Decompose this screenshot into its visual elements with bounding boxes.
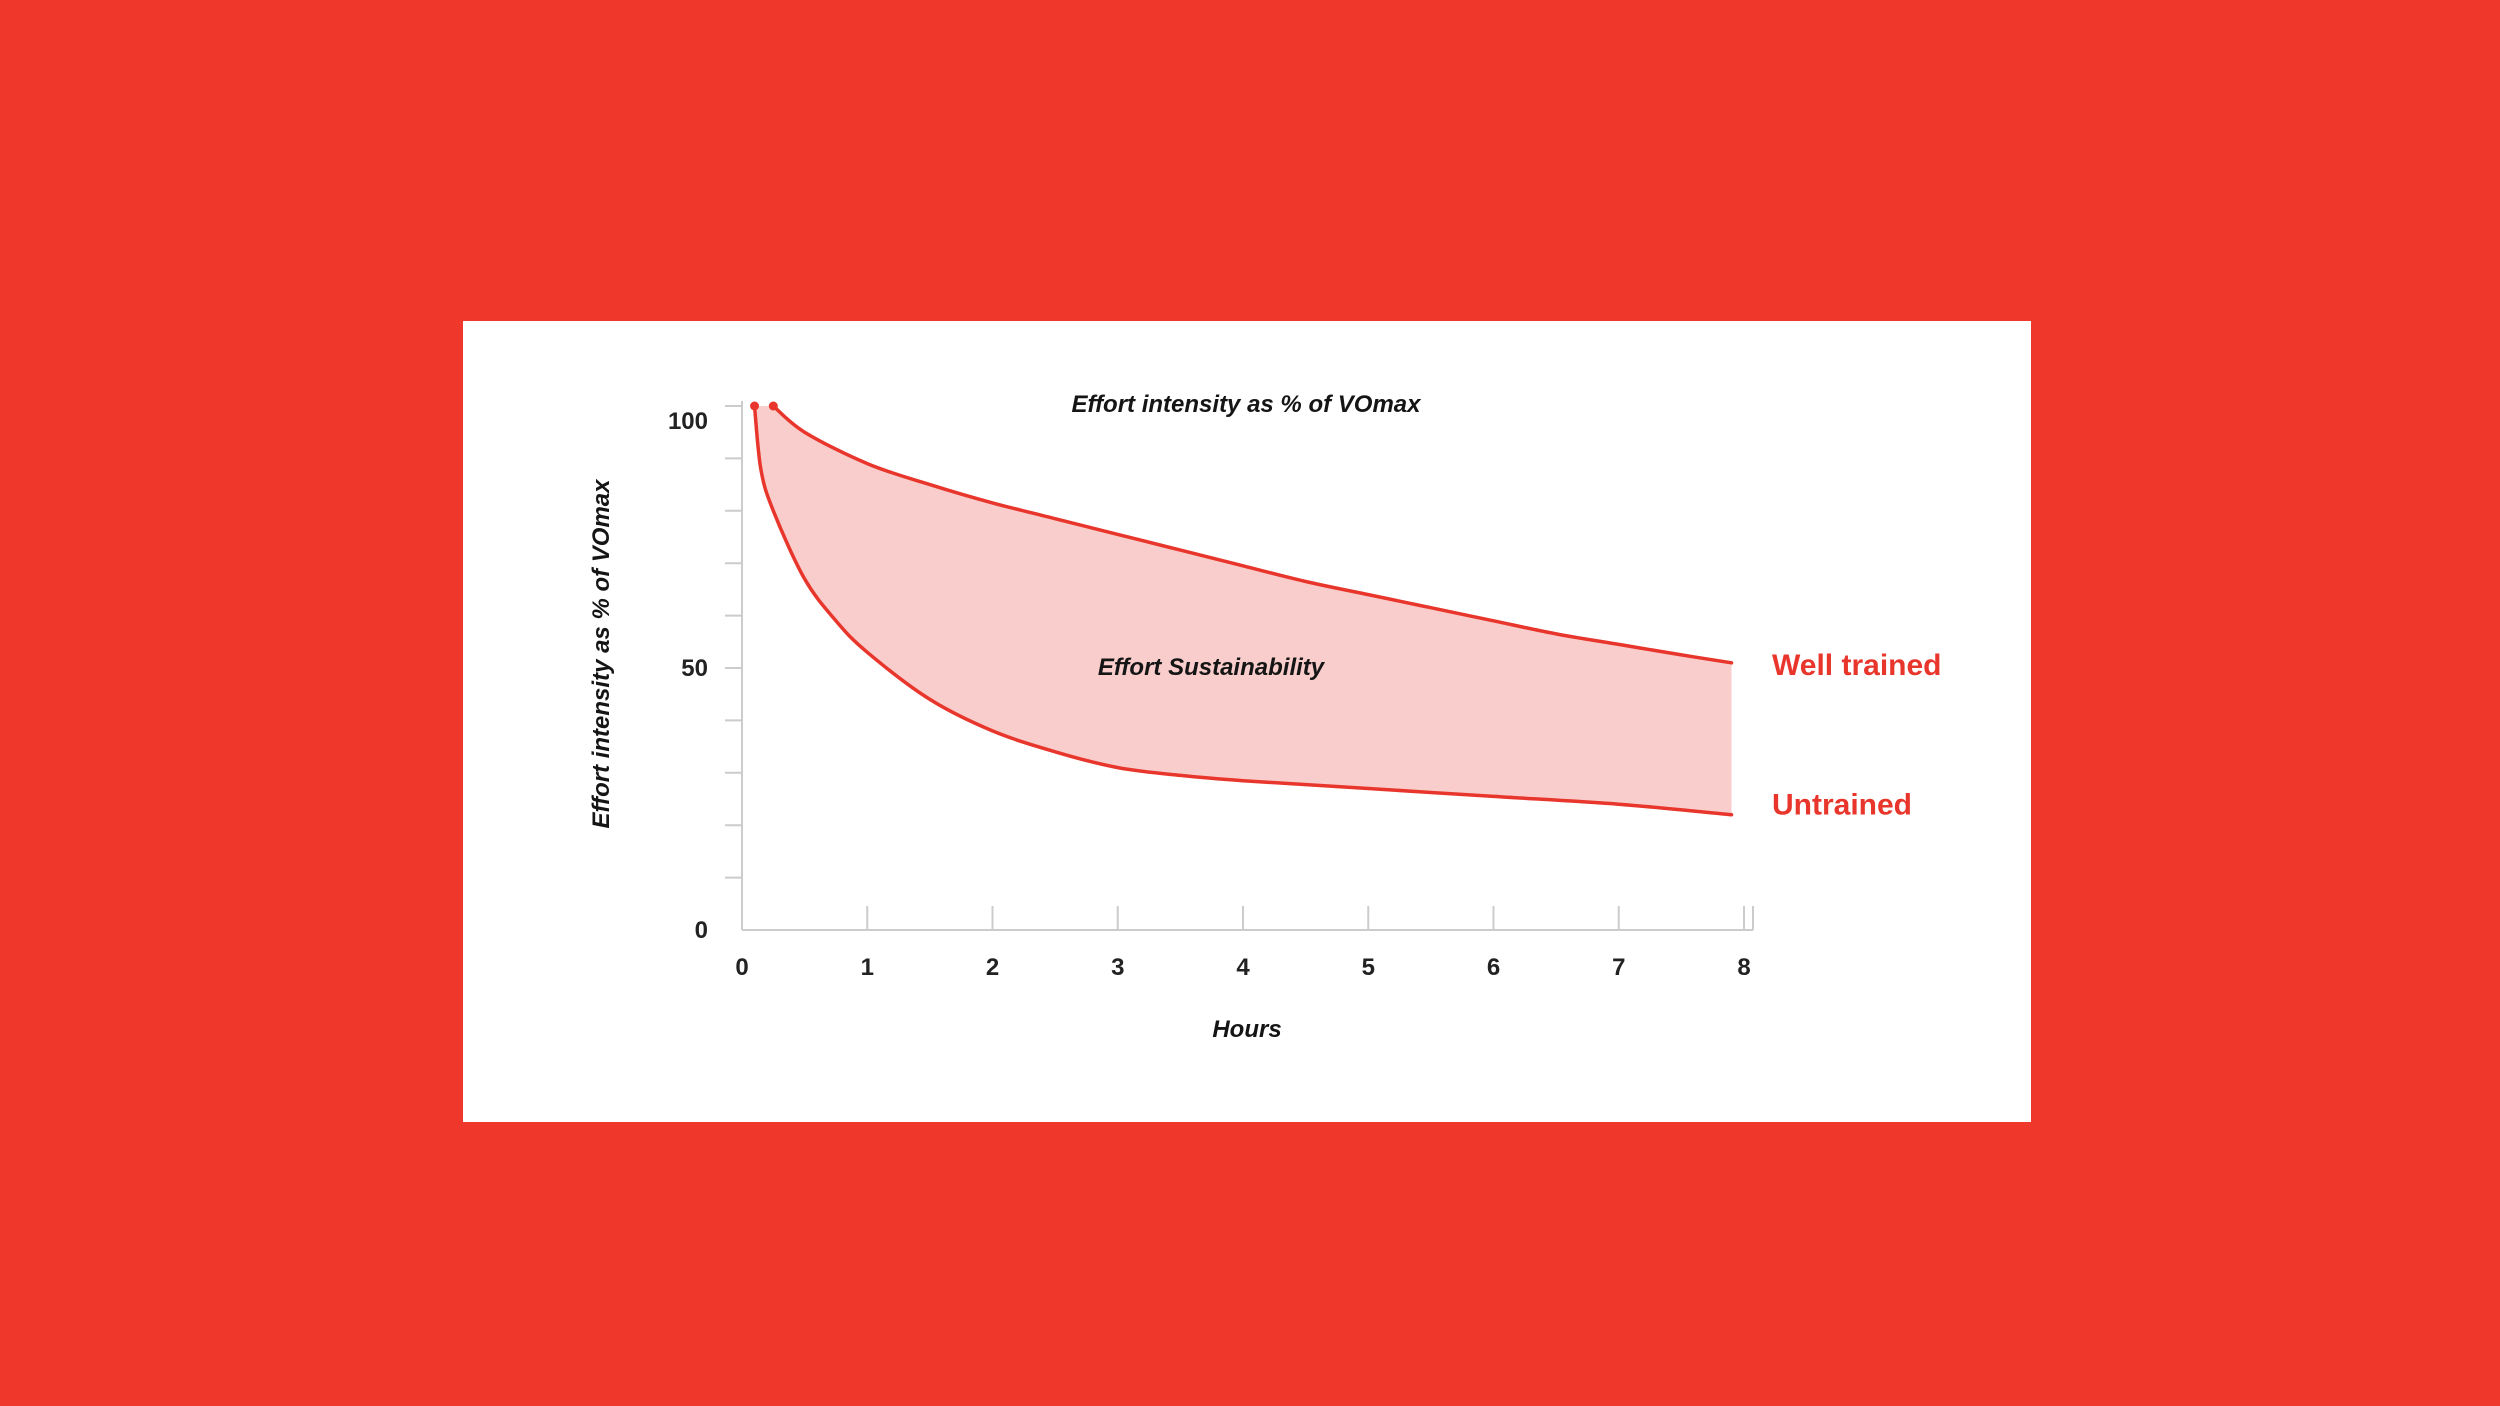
y-tick-label: 0 [695,917,708,944]
x-tick-label: 3 [1111,954,1124,981]
series-label-well-trained: Well trained [1772,649,1941,682]
effort-sustainability-band [754,406,1732,815]
annotation-effort-sustainability: Effort Sustainability [1098,654,1326,681]
series-line-well-trained [771,404,1734,665]
series-layer: Well trained Untrained [750,401,1941,822]
series-line-untrained [752,404,1734,817]
chart-svg: 0 1 2 3 4 5 6 7 8 0 50 100 Well trained Untrained Ef… [588,391,1941,1043]
band-layer [754,406,1732,815]
x-tick-label: 2 [986,954,999,981]
axes: 0 1 2 3 4 5 6 7 8 0 50 100 [668,401,1754,981]
x-tick-label: 4 [1236,954,1250,981]
chart-card: 0 1 2 3 4 5 6 7 8 0 50 100 Well trained Untrained Ef… [463,321,2031,1122]
series-start-dot-untrained [750,401,760,411]
chart-title: Effort intensity as % of VOmax [1072,391,1423,418]
x-tick-label: 6 [1487,954,1500,981]
x-tick-label: 1 [861,954,874,981]
x-tick-label: 7 [1612,954,1625,981]
y-tick-label: 100 [668,408,708,435]
series-label-untrained: Untrained [1772,789,1912,822]
x-tick-label: 5 [1362,954,1375,981]
x-axis-label: Hours [1212,1016,1281,1043]
y-axis-label: Effort intensity as % of VOmax [588,478,615,829]
x-tick-label: 8 [1737,954,1750,981]
series-start-dot-well-trained [768,401,778,411]
y-tick-label: 50 [681,655,708,682]
x-tick-label: 0 [735,954,748,981]
